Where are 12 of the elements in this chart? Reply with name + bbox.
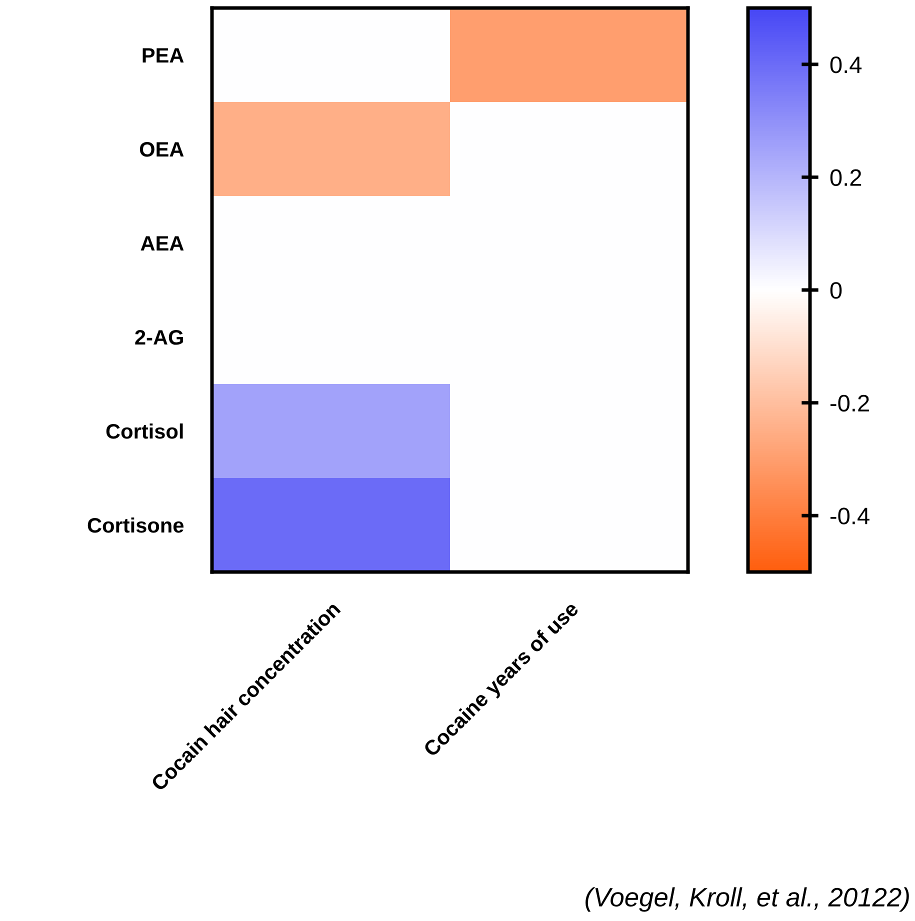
color-bar-label: -0.2 bbox=[830, 394, 869, 412]
color-bar-label: 0.4 bbox=[830, 56, 862, 74]
y-tick-label: 2-AG bbox=[135, 330, 183, 345]
color-bar-label: 0 bbox=[830, 282, 842, 299]
y-tick-label: OEA bbox=[140, 142, 184, 157]
color-bar-label: 0.2 bbox=[830, 169, 862, 186]
y-tick-label: Cortisol bbox=[106, 423, 183, 439]
color-bar-label: -0.4 bbox=[830, 508, 870, 524]
y-tick-label: Cortisone bbox=[88, 517, 184, 533]
y-tick-label: AEA bbox=[140, 236, 184, 251]
y-tick-label: PEA bbox=[142, 48, 184, 63]
text: (Voegel, Kroll, et al., 20122) bbox=[586, 887, 909, 912]
